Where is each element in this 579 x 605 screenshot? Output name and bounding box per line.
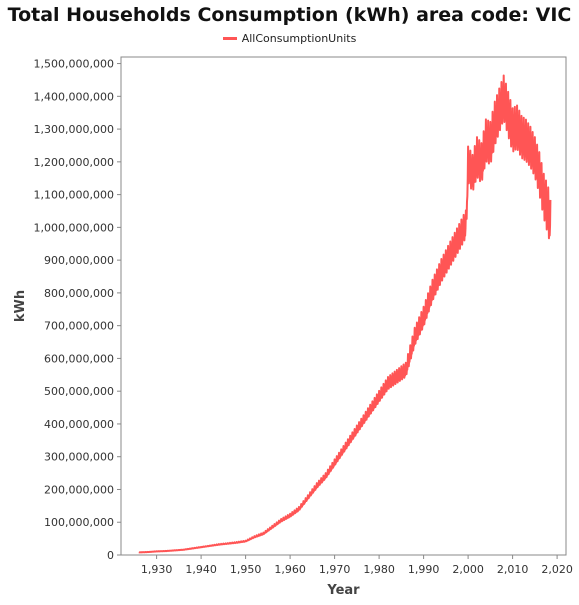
series-layer [138, 74, 552, 554]
y-tick-label: 1,000,000,000 [34, 221, 114, 234]
y-tick-label: 700,000,000 [44, 320, 114, 333]
legend-label: AllConsumptionUnits [241, 32, 357, 45]
x-tick-label: 2,000 [452, 563, 484, 576]
x-tick-label: 1,990 [408, 563, 440, 576]
x-axis-title: Year [326, 583, 360, 598]
y-tick-label: 900,000,000 [44, 254, 114, 267]
y-tick-label: 1,400,000,000 [34, 90, 114, 103]
series-line-0 [138, 74, 552, 554]
y-tick-label: 600,000,000 [44, 352, 114, 365]
y-tick-label: 100,000,000 [44, 516, 114, 529]
y-tick-label: 1,300,000,000 [34, 123, 114, 136]
y-axis-title: kWh [13, 290, 28, 322]
x-tick-label: 1,930 [141, 563, 173, 576]
x-tick-label: 1,940 [185, 563, 217, 576]
x-tick-label: 1,980 [363, 563, 395, 576]
x-axis: 1,930 1,940 1,950 1,960 1,970 1,980 1,990 2,000… [141, 555, 573, 576]
legend-item[interactable]: AllConsumptionUnits [222, 32, 357, 45]
y-tick-label: 800,000,000 [44, 287, 114, 300]
chart-title: Total Households Consumption (kWh) area … [7, 4, 572, 26]
x-tick-label: 2,010 [497, 563, 529, 576]
x-tick-label: 1,950 [230, 563, 262, 576]
y-tick-label: 500,000,000 [44, 385, 114, 398]
y-tick-label: 400,000,000 [44, 418, 114, 431]
x-tick-label: 1,960 [274, 563, 306, 576]
y-tick-label: 1,100,000,000 [34, 189, 114, 202]
legend-swatch [222, 37, 237, 40]
legend: AllConsumptionUnits [0, 30, 579, 45]
y-tick-label: 200,000,000 [44, 483, 114, 496]
x-tick-label: 1,970 [319, 563, 351, 576]
y-tick-label: 300,000,000 [44, 451, 114, 464]
x-tick-label: 2,020 [541, 563, 573, 576]
y-tick-label: 0 [107, 549, 114, 562]
y-axis: 0 100,000,000 200,000,000 300,000,000 400,00… [34, 58, 121, 562]
y-tick-label: 1,500,000,000 [34, 58, 114, 71]
y-tick-label: 1,200,000,000 [34, 156, 114, 169]
plot-area-frame [120, 56, 567, 556]
